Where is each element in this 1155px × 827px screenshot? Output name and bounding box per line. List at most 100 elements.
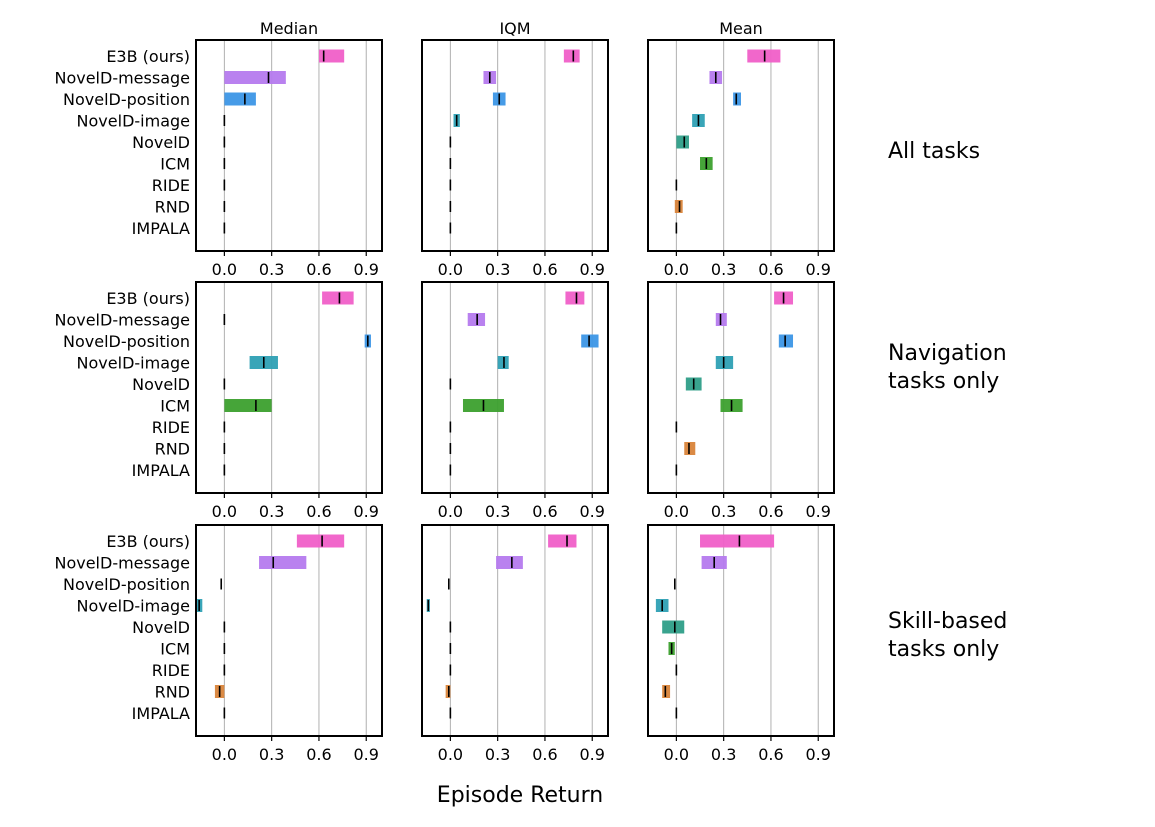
panel-r1-c2: 0.0 0.3 0.6 0.9 bbox=[647, 281, 835, 521]
x-tick-label: 0.0 bbox=[212, 502, 237, 521]
method-label: NovelD-image bbox=[77, 597, 190, 616]
x-axis-title: Episode Return bbox=[437, 783, 603, 808]
panel-r0-c0: 0.0 0.3 0.6 0.9 E3B (ours) NovelD-message Nove… bbox=[54, 19, 383, 279]
x-tick-label: 0.9 bbox=[354, 502, 379, 521]
method-label: NovelD-position bbox=[63, 575, 190, 594]
method-label: IMPALA bbox=[132, 704, 190, 723]
method-label: NovelD-message bbox=[54, 554, 190, 573]
method-label: E3B (ours) bbox=[106, 47, 190, 66]
x-tick-label: 0.3 bbox=[485, 260, 510, 279]
x-tick-label: 0.6 bbox=[758, 745, 783, 764]
method-label: E3B (ours) bbox=[106, 289, 190, 308]
x-tick-label: 0.9 bbox=[806, 260, 831, 279]
interval-bar-NovelD bbox=[676, 135, 689, 149]
x-tick-label: 0.0 bbox=[438, 502, 463, 521]
x-tick-label: 0.6 bbox=[758, 260, 783, 279]
x-tick-label: 0.0 bbox=[438, 745, 463, 764]
x-tick-label: 0.0 bbox=[438, 260, 463, 279]
method-label: IMPALA bbox=[132, 461, 190, 480]
method-label: NovelD bbox=[132, 618, 190, 637]
method-label: RIDE bbox=[152, 176, 190, 195]
panel-frame bbox=[421, 524, 609, 737]
interval-bar-NovelD-message bbox=[259, 556, 307, 569]
method-label: RIDE bbox=[152, 418, 190, 437]
x-tick-label: 0.9 bbox=[580, 502, 605, 521]
panel-frame bbox=[195, 281, 383, 494]
interval-bar-NovelD bbox=[662, 620, 685, 634]
method-label: RND bbox=[155, 440, 190, 459]
x-tick-label: 0.3 bbox=[711, 502, 736, 521]
panel-frame bbox=[647, 524, 835, 737]
method-label: NovelD-message bbox=[54, 311, 190, 330]
method-label: E3B (ours) bbox=[106, 532, 190, 551]
row-title: tasks only bbox=[888, 369, 999, 394]
method-label: ICM bbox=[160, 640, 190, 659]
method-label: RND bbox=[155, 198, 190, 217]
panel-frame bbox=[421, 39, 609, 252]
x-tick-label: 0.6 bbox=[306, 502, 331, 521]
x-tick-label: 0.0 bbox=[212, 745, 237, 764]
x-tick-label: 0.0 bbox=[664, 745, 689, 764]
method-label: NovelD-image bbox=[77, 112, 190, 131]
x-tick-label: 0.9 bbox=[806, 502, 831, 521]
interval-bar-NovelD-message bbox=[224, 71, 286, 84]
x-tick-label: 0.3 bbox=[711, 745, 736, 764]
x-tick-label: 0.9 bbox=[354, 260, 379, 279]
method-label: ICM bbox=[160, 155, 190, 174]
method-label: NovelD-position bbox=[63, 90, 190, 109]
x-tick-label: 0.3 bbox=[259, 260, 284, 279]
panel-r0-c2: 0.0 0.3 0.6 0.9 Mean bbox=[647, 19, 835, 279]
column-title: Median bbox=[260, 19, 318, 38]
column-title: IQM bbox=[499, 19, 530, 38]
panel-frame bbox=[421, 281, 609, 494]
panel-r2-c2: 0.0 0.3 0.6 0.9 bbox=[647, 524, 835, 764]
x-tick-label: 0.3 bbox=[485, 745, 510, 764]
panel-r0-c1: 0.0 0.3 0.6 0.9 IQM bbox=[421, 19, 609, 279]
x-tick-label: 0.9 bbox=[580, 260, 605, 279]
panel-frame bbox=[647, 39, 835, 252]
x-tick-label: 0.6 bbox=[532, 502, 557, 521]
row-title: Skill-based bbox=[888, 609, 1007, 634]
x-tick-label: 0.6 bbox=[532, 260, 557, 279]
method-label: NovelD-message bbox=[54, 69, 190, 88]
interval-bar-E3B (ours) bbox=[700, 534, 775, 548]
interval-bar-E3B (ours) bbox=[563, 49, 580, 63]
x-tick-label: 0.3 bbox=[485, 502, 510, 521]
method-label: NovelD bbox=[132, 375, 190, 394]
method-label: RIDE bbox=[152, 661, 190, 680]
panel-r2-c1: 0.0 0.3 0.6 0.9 bbox=[421, 524, 609, 764]
method-label: RND bbox=[155, 683, 190, 702]
x-tick-label: 0.9 bbox=[806, 745, 831, 764]
interval-bar-E3B (ours) bbox=[322, 291, 354, 305]
row-title: tasks only bbox=[888, 637, 999, 662]
x-tick-label: 0.6 bbox=[306, 745, 331, 764]
x-tick-label: 0.3 bbox=[259, 745, 284, 764]
method-label: IMPALA bbox=[132, 219, 190, 238]
interval-bar-E3B (ours) bbox=[548, 534, 577, 548]
x-tick-label: 0.0 bbox=[664, 502, 689, 521]
interval-bar-E3B (ours) bbox=[296, 534, 345, 548]
x-tick-label: 0.6 bbox=[306, 260, 331, 279]
method-label: ICM bbox=[160, 397, 190, 416]
interval-bar-NovelD-position bbox=[224, 92, 256, 106]
x-tick-label: 0.3 bbox=[711, 260, 736, 279]
method-label: NovelD-image bbox=[77, 354, 190, 373]
panel-frame bbox=[195, 524, 383, 737]
panel-frame bbox=[647, 281, 835, 494]
row-title: All tasks bbox=[888, 139, 980, 164]
x-tick-label: 0.6 bbox=[758, 502, 783, 521]
panel-frame bbox=[195, 39, 383, 252]
x-tick-label: 0.9 bbox=[354, 745, 379, 764]
interval-bar-ICM bbox=[224, 399, 272, 412]
method-label: NovelD-position bbox=[63, 332, 190, 351]
interval-bar-E3B (ours) bbox=[565, 291, 585, 305]
method-label: NovelD bbox=[132, 133, 190, 152]
interval-bar-NovelD-message bbox=[496, 556, 523, 569]
column-title: Mean bbox=[719, 19, 763, 38]
row-title: Navigation bbox=[888, 341, 1007, 366]
interval-bar-E3B (ours) bbox=[318, 49, 345, 63]
panel-r1-c0: 0.0 0.3 0.6 0.9 E3B (ours) NovelD-message Nove… bbox=[54, 281, 383, 521]
panel-r1-c1: 0.0 0.3 0.6 0.9 bbox=[421, 281, 609, 521]
x-tick-label: 0.3 bbox=[259, 502, 284, 521]
